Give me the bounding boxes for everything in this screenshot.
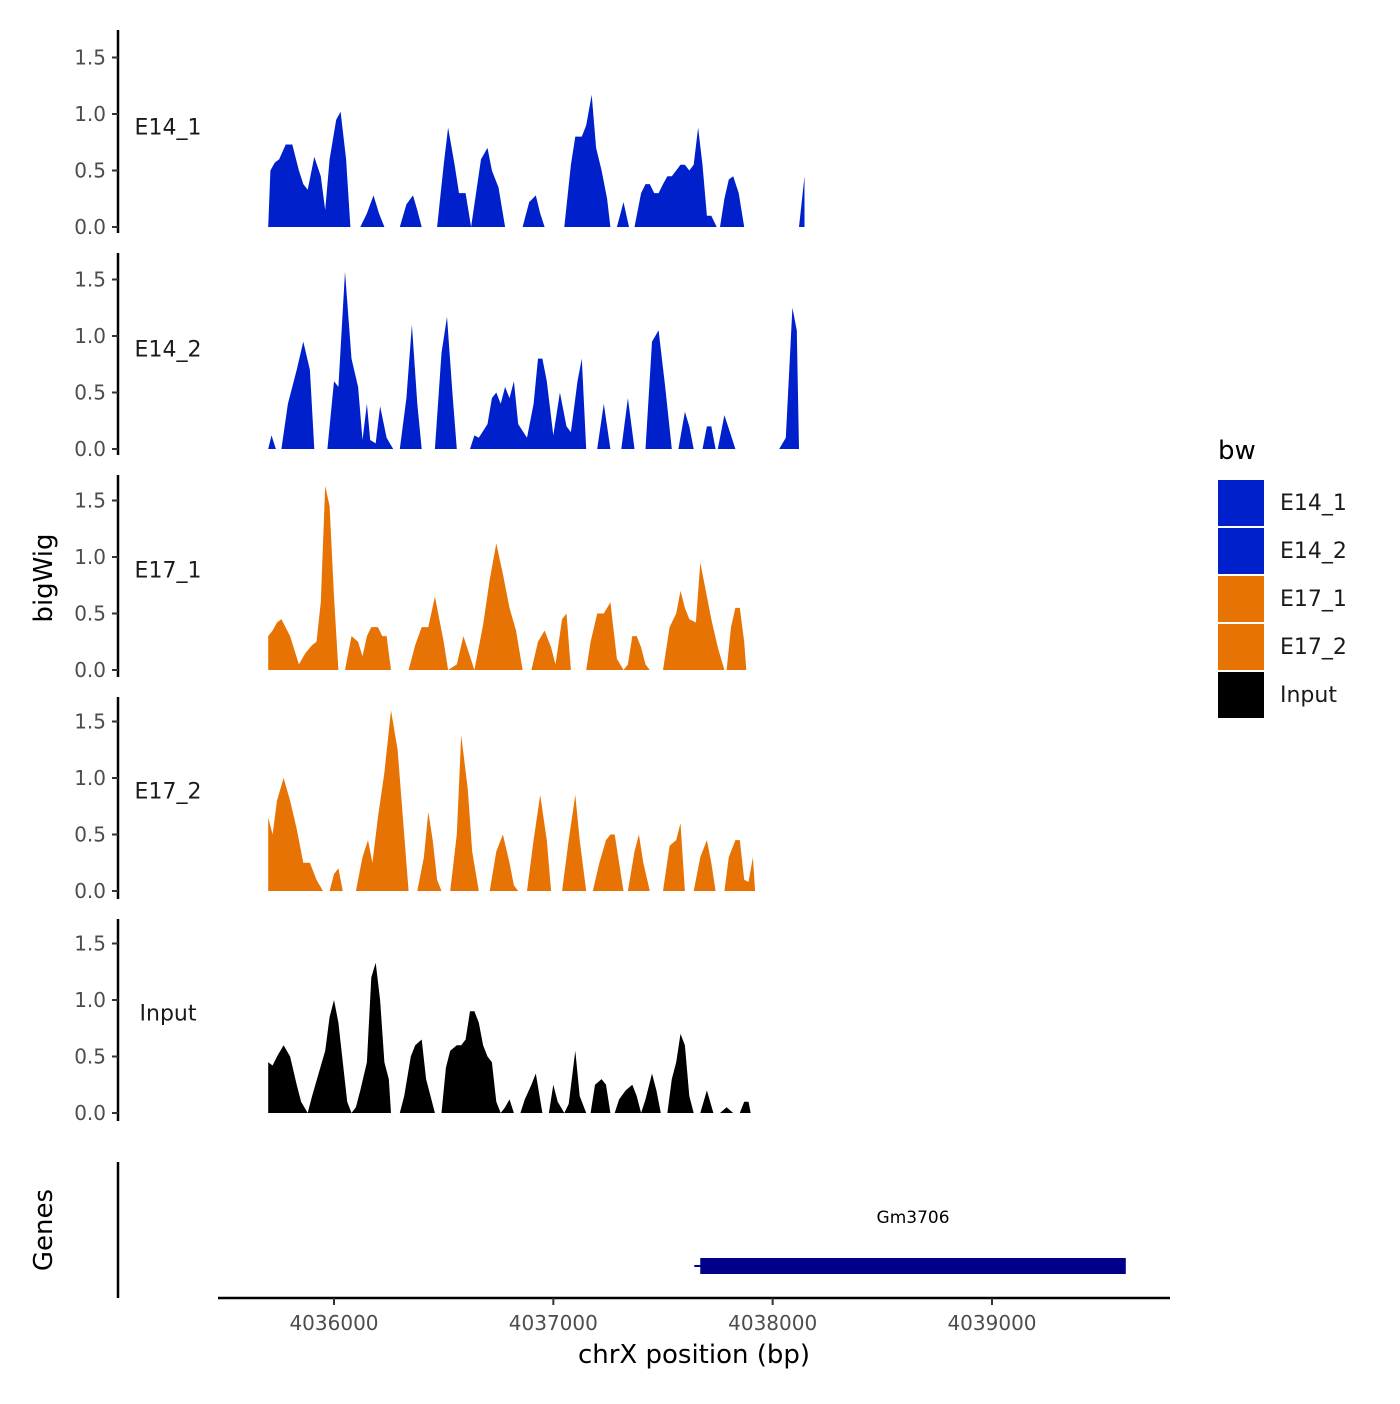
- y-tick-label: 0.0: [74, 437, 106, 461]
- y-tick-label: 0.0: [74, 1101, 106, 1125]
- y-tick-label: 0.0: [74, 879, 106, 903]
- coverage-area-e17-1: [268, 485, 747, 670]
- y-tick-label: 0.5: [74, 1045, 106, 1069]
- y-tick-label: 0.5: [74, 823, 106, 847]
- x-tick-label: 4039000: [947, 1311, 1036, 1335]
- legend-label: Input: [1280, 683, 1337, 708]
- axis-titles: chrX position (bp) bigWig: [29, 533, 810, 1370]
- legend-swatch: [1218, 576, 1264, 622]
- y-tick-label: 0.5: [74, 159, 106, 183]
- legend: bw E14_1 E14_2 E17_1 E17_2 Input: [1218, 436, 1347, 718]
- legend-label: E14_1: [1280, 491, 1347, 516]
- legend-swatch: [1218, 480, 1264, 526]
- y-tick-label: 1.0: [74, 324, 106, 348]
- legend-label: E14_2: [1280, 539, 1347, 564]
- x-tick-label: 4037000: [509, 1311, 598, 1335]
- y-tick-label: 0.5: [74, 602, 106, 626]
- gene-body: [700, 1258, 1126, 1274]
- track-label: E14_1: [135, 115, 202, 140]
- x-tick-label: 4038000: [728, 1311, 817, 1335]
- coverage-area-e14-2: [268, 271, 799, 449]
- coverage-area-e14-1: [268, 94, 805, 227]
- legend-swatch: [1218, 528, 1264, 574]
- track-label: E17_1: [135, 558, 202, 583]
- legend-swatch: [1218, 624, 1264, 670]
- y-tick-label: 0.0: [74, 658, 106, 682]
- track-label: E17_2: [135, 779, 202, 804]
- legend-label: E17_1: [1280, 587, 1347, 612]
- y-tick-label: 1.5: [74, 46, 106, 70]
- track-label: Input: [140, 1001, 197, 1026]
- y-tick-label: 1.5: [74, 710, 106, 734]
- y-tick-label: 1.0: [74, 102, 106, 126]
- x-tick-label: 4036000: [289, 1311, 378, 1335]
- y-tick-label: 1.5: [74, 489, 106, 513]
- x-axis: 4036000 4037000 4038000 4039000: [218, 1296, 1170, 1335]
- legend-title: bw: [1218, 436, 1256, 466]
- track-input: 0.0 0.5 1.0 1.5 Input: [74, 919, 751, 1125]
- track-e14-1: 0.0 0.5 1.0 1.5 E14_1: [74, 30, 805, 239]
- x-axis-title: chrX position (bp): [578, 1340, 810, 1370]
- y-tick-label: 1.0: [74, 766, 106, 790]
- track-e14-2: 0.0 0.5 1.0 1.5 E14_2: [74, 253, 799, 461]
- coverage-area-input: [268, 962, 751, 1113]
- genes-panel: Genes Gm3706: [29, 1162, 1126, 1298]
- y-axis-title: bigWig: [29, 533, 59, 622]
- track-e17-1: 0.0 0.5 1.0 1.5 E17_1: [74, 475, 747, 682]
- gene-label: Gm3706: [877, 1208, 950, 1228]
- y-tick-label: 1.0: [74, 545, 106, 569]
- coverage-area-e17-2: [268, 710, 756, 891]
- y-tick-label: 1.5: [74, 268, 106, 292]
- y-tick-label: 0.0: [74, 215, 106, 239]
- y-tick-label: 1.0: [74, 988, 106, 1012]
- y-tick-label: 1.5: [74, 932, 106, 956]
- track-label: E14_2: [135, 337, 202, 362]
- genes-title: Genes: [29, 1189, 59, 1271]
- legend-label: E17_2: [1280, 635, 1347, 660]
- track-panels: 0.0 0.5 1.0 1.5 E14_1 0.0 0.5 1.0 1.5 E14_2 0.0 0.5…: [74, 30, 805, 1125]
- legend-swatch: [1218, 672, 1264, 718]
- y-tick-label: 0.5: [74, 381, 106, 405]
- track-e17-2: 0.0 0.5 1.0 1.5 E17_2: [74, 697, 756, 903]
